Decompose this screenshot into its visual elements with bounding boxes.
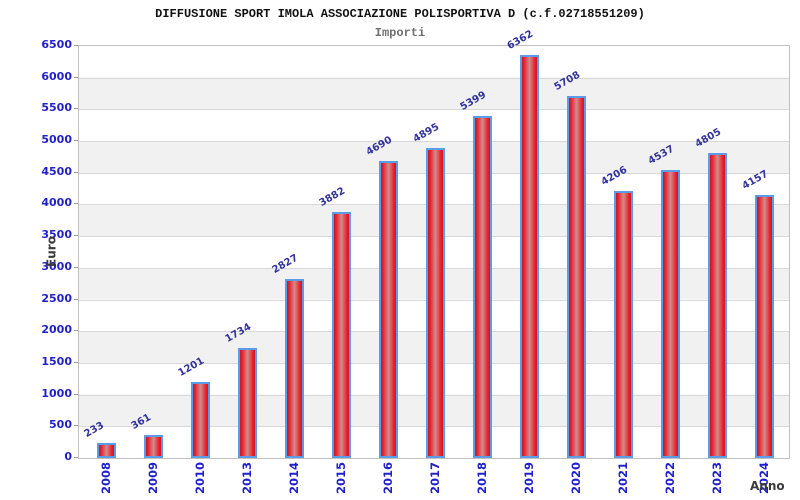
x-tick-label-2016: 2016 — [380, 462, 395, 495]
y-tick-mark — [74, 171, 78, 173]
y-tick-label: 3500 — [41, 228, 72, 242]
bar-2016 — [379, 160, 398, 458]
x-tick-label-2014: 2014 — [286, 462, 301, 495]
bar-2017 — [426, 147, 445, 458]
y-tick-mark — [74, 76, 78, 78]
y-tick-mark — [74, 266, 78, 268]
bar-value-label: 4805 — [693, 126, 724, 151]
bar-value-label: 5708 — [552, 69, 583, 94]
y-tick-label: 3000 — [41, 259, 72, 273]
x-tick-label-2015: 2015 — [333, 462, 348, 495]
x-axis-title: Anno — [750, 479, 785, 493]
y-tick-label: 4000 — [41, 196, 72, 210]
x-tick-label-2023: 2023 — [709, 462, 724, 495]
y-tick-mark — [74, 45, 78, 46]
y-tick-label: 5000 — [41, 133, 72, 147]
x-tick-label-2017: 2017 — [427, 462, 442, 495]
y-tick-label: 6000 — [41, 69, 72, 83]
bar-2023 — [708, 153, 727, 458]
bar-2010 — [191, 381, 210, 458]
x-tick-label-2022: 2022 — [662, 462, 677, 495]
x-tick-label-2008: 2008 — [98, 462, 113, 495]
bar-2013 — [238, 348, 257, 458]
bar-2014 — [285, 278, 304, 458]
y-tick-mark — [74, 108, 78, 110]
gridline — [79, 109, 789, 111]
gridline — [79, 77, 789, 79]
bar-2024 — [755, 194, 774, 458]
gridline — [79, 141, 789, 143]
y-axis-title: Euro — [44, 236, 59, 267]
bar-value-label: 361 — [129, 412, 154, 433]
y-tick-mark — [74, 393, 78, 395]
bar-2020 — [567, 96, 586, 458]
x-tick-label-2010: 2010 — [192, 462, 207, 495]
plot-area: 233 361 1201 1734 2827 3882 4690 4895 5399 6362 57… — [78, 28, 790, 459]
y-tick-label: 500 — [49, 418, 72, 432]
bar-2008 — [97, 443, 116, 458]
bar-2009 — [144, 435, 163, 458]
y-tick-mark — [74, 330, 78, 332]
bar-value-label: 4690 — [364, 134, 395, 158]
bar-value-label: 1734 — [223, 321, 254, 346]
y-tick-mark — [74, 235, 78, 237]
y-tick-mark — [74, 457, 78, 458]
chart-title: DIFFUSIONE SPORT IMOLA ASSOCIAZIONE POLI… — [155, 7, 645, 21]
bar-value-label: 4206 — [599, 164, 630, 189]
y-tick-label: 5500 — [41, 101, 72, 115]
y-tick-label: 0 — [64, 450, 72, 463]
bar-2015 — [332, 211, 351, 458]
bar-2021 — [614, 191, 633, 458]
y-tick-label: 4500 — [41, 164, 72, 178]
x-tick-label-2020: 2020 — [568, 462, 583, 495]
y-tick-mark — [74, 361, 78, 363]
y-tick-mark — [74, 425, 78, 427]
y-tick-mark — [74, 140, 78, 142]
bar-value-label: 2827 — [270, 252, 301, 276]
y-tick-mark — [74, 203, 78, 205]
x-tick-label-2018: 2018 — [474, 462, 489, 495]
y-tick-label: 6500 — [41, 38, 72, 51]
bar-value-label: 233 — [82, 420, 107, 441]
bar-value-label: 4157 — [740, 168, 771, 192]
x-tick-label-2009: 2009 — [145, 462, 160, 495]
y-tick-label: 1000 — [41, 386, 72, 400]
chart-subtitle: Importi — [374, 26, 426, 40]
y-tick-mark — [74, 298, 78, 300]
x-tick-label-2021: 2021 — [615, 462, 630, 495]
y-tick-label: 2000 — [41, 323, 72, 337]
x-tick-label-2019: 2019 — [521, 462, 536, 495]
bar-2019 — [520, 54, 539, 458]
bar-2018 — [473, 115, 492, 458]
bar-2022 — [661, 170, 680, 458]
y-tick-label: 2500 — [41, 291, 72, 305]
x-tick-label-2013: 2013 — [239, 462, 254, 495]
bar-value-label: 1201 — [176, 355, 207, 379]
y-tick-label: 1500 — [41, 354, 72, 368]
bar-value-label: 4537 — [646, 143, 677, 168]
